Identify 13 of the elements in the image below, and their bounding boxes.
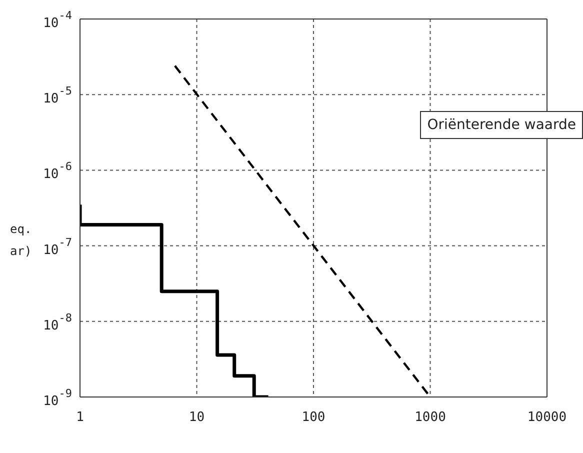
x-tick-label: 10 xyxy=(188,410,205,425)
y-tick-label: 10$^{-6}$ xyxy=(43,160,72,182)
x-tick-label: 1000 xyxy=(414,410,446,425)
text: Oriënterende waarde xyxy=(427,117,576,133)
y-tick-label: 10$^{-7}$ xyxy=(43,236,72,258)
x-tick-label: 1 xyxy=(76,410,84,425)
x-tick-label: 10000 xyxy=(527,410,567,425)
y-tick-label: 10$^{-5}$ xyxy=(43,84,72,107)
y-tick-label: 10$^{-4}$ xyxy=(43,9,72,31)
x-tick-label: 100 xyxy=(302,410,326,425)
y-tick-label: 10$^{-9}$ xyxy=(43,387,72,409)
y-axis-title: eq. ar) xyxy=(10,222,32,258)
y-tick-label: 10$^{-8}$ xyxy=(43,312,72,334)
